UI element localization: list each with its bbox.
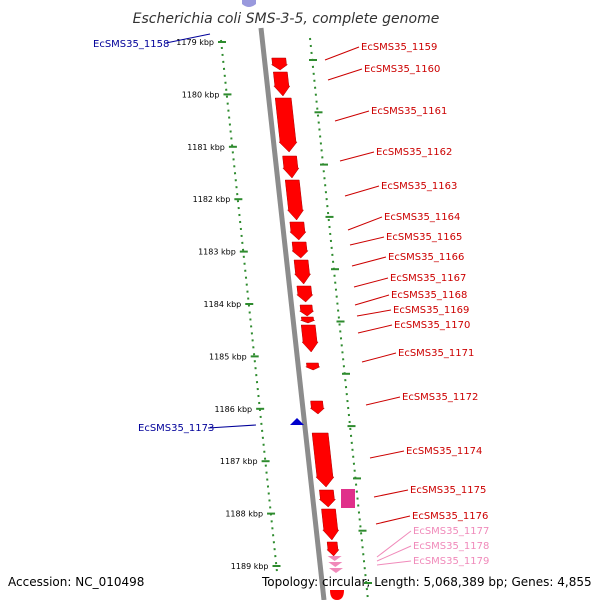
reverse-gene [242, 0, 256, 7]
gene-label[interactable]: EcSMS35_1162 [376, 147, 452, 158]
reverse-gene [290, 418, 304, 425]
kbp-tick-label: 1179 kbp [176, 38, 214, 47]
label-leader-line [324, 46, 360, 61]
label-leader-line [353, 277, 389, 288]
forward-gene [321, 508, 340, 541]
kbp-tick-label: 1186 kbp [214, 405, 252, 414]
gene-label[interactable]: EcSMS35_1165 [386, 232, 462, 243]
forward-gene [273, 71, 291, 97]
gene-label[interactable]: EcSMS35_1174 [406, 446, 482, 457]
gene-label[interactable]: EcSMS35_1167 [390, 273, 466, 284]
gene-label[interactable]: EcSMS35_1176 [412, 511, 488, 522]
rna-gene [328, 562, 343, 567]
kbp-tick-label: 1180 kbp [182, 90, 220, 99]
accession-text: Accession: NC_010498 [8, 575, 144, 589]
label-leader-line [349, 236, 385, 246]
label-leader-line [339, 151, 375, 162]
kbp-tick-label: 1181 kbp [187, 143, 225, 152]
forward-gene [282, 155, 300, 179]
kbp-tick-label: 1188 kbp [225, 510, 263, 519]
gene-track [242, 0, 355, 600]
forward-gene [305, 362, 320, 371]
gene-label[interactable]: EcSMS35_1179 [413, 556, 489, 567]
rna-gene [328, 568, 343, 573]
label-leader-line [365, 396, 401, 406]
forward-gene [309, 400, 326, 415]
forward-gene [289, 221, 307, 241]
gene-label[interactable]: EcSMS35_1158 [93, 39, 169, 50]
forward-gene [284, 179, 305, 221]
kbp-scale: 1179 kbp 1180 kbp 1181 kbp 1182 kbp 1183 kbp… [176, 38, 372, 584]
gene-label[interactable]: EcSMS35_1159 [361, 42, 437, 53]
kbp-tick-label: 1183 kbp [198, 248, 236, 257]
ruler-tracks [220, 37, 369, 600]
label-leader-line [376, 560, 412, 566]
label-leader-line [354, 294, 390, 306]
gene-label[interactable]: EcSMS35_1166 [388, 252, 464, 263]
gene-label[interactable]: EcSMS35_1164 [384, 212, 460, 223]
forward-gene [326, 541, 340, 557]
label-leader-line [351, 256, 387, 267]
forward-gene [300, 316, 315, 324]
kbp-tick-label: 1187 kbp [220, 457, 258, 466]
forward-gene [296, 285, 314, 303]
map-title: Escherichia coli SMS-3-5, complete genom… [133, 11, 440, 27]
gene-label[interactable]: EcSMS35_1171 [398, 348, 474, 359]
gene-label[interactable]: EcSMS35_1177 [413, 526, 489, 537]
gene-label[interactable]: EcSMS35_1175 [410, 485, 486, 496]
label-leader-line [356, 309, 392, 317]
forward-gene [300, 324, 319, 353]
kbp-tick-label: 1182 kbp [193, 195, 231, 204]
label-leader-line [327, 68, 363, 81]
gene-labels: EcSMS35_1159 EcSMS35_1160 EcSMS35_1161 EcSM… [93, 39, 489, 567]
gene-label[interactable]: EcSMS35_1161 [371, 106, 447, 117]
kbp-tick-label: 1184 kbp [204, 300, 242, 309]
topology-text: Topology: circular; Length: 5,068,389 bp… [261, 575, 592, 589]
label-leader-line [373, 489, 409, 498]
right-ruler [309, 37, 369, 600]
label-leader-line [369, 450, 405, 459]
forward-gene [293, 259, 312, 285]
label-leader-line [207, 424, 257, 429]
gene-label[interactable]: EcSMS35_1172 [402, 392, 478, 403]
left-ruler [220, 39, 278, 573]
label-leader-line [344, 185, 380, 197]
forward-gene [270, 57, 289, 71]
kbp-tick-label: 1189 kbp [231, 562, 269, 571]
gene-label[interactable]: EcSMS35_1169 [393, 305, 469, 316]
rna-gene [327, 556, 342, 561]
label-leader-line [361, 352, 397, 363]
forward-gene [318, 489, 336, 508]
gene-label[interactable]: EcSMS35_1168 [391, 290, 467, 301]
gene-label[interactable]: EcSMS35_1178 [413, 541, 489, 552]
forward-gene [298, 304, 315, 317]
forward-gene [274, 97, 298, 153]
forward-gene [291, 241, 309, 259]
forward-gene [330, 590, 344, 600]
label-leader-line [376, 545, 412, 562]
label-leader-line [347, 216, 383, 231]
label-leader-line [357, 324, 393, 334]
genome-backbone [258, 27, 327, 600]
label-leader-line [334, 110, 370, 122]
label-leaders [165, 33, 412, 566]
rna-gene [341, 489, 355, 508]
label-leader-line [376, 530, 412, 558]
gene-label[interactable]: EcSMS35_1163 [381, 181, 457, 192]
gene-label[interactable]: EcSMS35_1173 [138, 423, 214, 434]
kbp-tick-label: 1185 kbp [209, 352, 247, 361]
label-leader-line [375, 515, 411, 525]
gene-label[interactable]: EcSMS35_1160 [364, 64, 440, 75]
label-leader-line [165, 33, 211, 44]
gene-label[interactable]: EcSMS35_1170 [394, 320, 470, 331]
forward-gene [311, 432, 335, 488]
